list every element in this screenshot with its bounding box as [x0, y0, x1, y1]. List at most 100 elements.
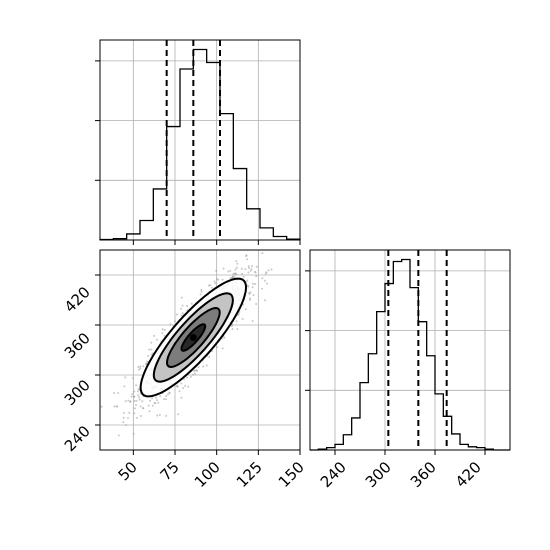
scatter-point	[153, 402, 156, 405]
scatter-point	[156, 414, 159, 417]
scatter-point	[246, 258, 249, 261]
y2-tick-labels: 240 300 360 420	[61, 283, 94, 455]
scatter-point	[138, 368, 140, 371]
scatter-point	[251, 286, 254, 289]
x1-tick-label: 50	[115, 458, 141, 484]
x1-tick-label: 100	[191, 458, 224, 491]
scatter-point	[153, 334, 156, 337]
scatter-point	[142, 365, 145, 368]
scatter-point	[213, 280, 216, 283]
scatter-point	[199, 293, 202, 296]
scatter-point	[150, 353, 153, 356]
scatter-point	[122, 416, 125, 419]
scatter-point	[242, 275, 245, 278]
scatter-point	[135, 404, 137, 406]
x2-tick-label: 360	[407, 458, 440, 491]
scatter-point	[157, 401, 160, 404]
scatter-point	[235, 260, 238, 262]
scatter-point	[246, 279, 249, 282]
x2-tick-label: 240	[317, 458, 350, 491]
axis-frame	[99, 39, 301, 241]
scatter-point	[181, 304, 184, 307]
scatter-point	[135, 384, 138, 387]
scatter-point	[150, 348, 153, 351]
scatter-point	[161, 328, 164, 331]
scatter-point	[100, 405, 103, 408]
scatter-point	[245, 255, 248, 258]
scatter-point	[180, 396, 183, 399]
scatter-point	[270, 268, 273, 271]
scatter-point	[236, 266, 238, 269]
scatter-point	[138, 396, 141, 399]
scatter-point	[234, 268, 237, 271]
scatter-point	[261, 252, 264, 255]
scatter-point	[202, 365, 205, 368]
scatter-point	[147, 404, 150, 407]
scatter-point	[165, 395, 168, 397]
scatter-point	[175, 385, 178, 388]
scatter-point	[209, 284, 212, 287]
scatter-point	[195, 369, 198, 372]
scatter-point	[261, 287, 264, 290]
scatter-point	[255, 275, 258, 278]
scatter-point	[150, 341, 153, 344]
scatter-point	[244, 308, 247, 311]
x1-tick-label: 150	[275, 458, 308, 491]
scatter-point	[167, 393, 169, 396]
scatter-point	[141, 400, 144, 403]
scatter-point	[135, 399, 138, 402]
scatter-point	[156, 399, 159, 402]
scatter-point	[208, 356, 211, 358]
scatter-point	[140, 415, 142, 417]
scatter-point	[178, 390, 181, 393]
scatter-point	[184, 385, 187, 387]
scatter-point	[263, 279, 266, 282]
scatter-point	[151, 404, 154, 407]
scatter-point	[113, 392, 116, 394]
scatter-point	[244, 268, 247, 271]
scatter-point	[136, 390, 139, 393]
scatter-point	[146, 360, 149, 363]
scatter-point	[158, 413, 161, 416]
scatter-point	[173, 320, 176, 323]
y2-tick-label: 240	[61, 422, 94, 455]
scatter-point	[130, 395, 133, 398]
scatter-point	[247, 265, 250, 268]
scatter-point	[137, 388, 140, 390]
scatter-point	[252, 294, 255, 296]
scatter-point	[181, 312, 184, 315]
scatter-point	[194, 369, 197, 372]
scatter-point	[229, 269, 232, 272]
scatter-point	[264, 272, 267, 275]
x1-tick-label: 125	[233, 458, 266, 491]
scatter-point	[222, 267, 225, 270]
scatter-point	[221, 278, 224, 281]
scatter-point	[163, 329, 166, 331]
scatter-point	[169, 323, 172, 326]
scatter-point	[117, 392, 120, 395]
scatter-point	[251, 265, 253, 268]
axis-frame	[99, 249, 301, 451]
axis-frame	[309, 249, 511, 451]
histogram-step-line	[310, 258, 510, 451]
scatter-point	[138, 398, 141, 401]
scatter-point	[200, 290, 203, 293]
scatter-point	[251, 320, 254, 322]
scatter-point	[137, 394, 140, 397]
scatter-point	[267, 269, 270, 272]
scatter-point	[142, 407, 145, 410]
scatter-point	[139, 365, 142, 368]
scatter-point	[148, 410, 151, 413]
scatter-point	[127, 399, 130, 402]
scatter-point	[247, 285, 250, 288]
x1-tick-labels: 50 75 100 125 150	[115, 458, 308, 491]
scatter-point	[266, 282, 268, 285]
scatter-point	[200, 288, 203, 291]
scatter-point	[248, 299, 251, 301]
histogram-step-line	[99, 48, 301, 241]
scatter-point	[227, 270, 230, 273]
x2-tick-label: 300	[362, 458, 395, 491]
scatter-point	[145, 362, 148, 365]
scatter-point	[230, 325, 233, 328]
scatter-point	[133, 390, 136, 393]
